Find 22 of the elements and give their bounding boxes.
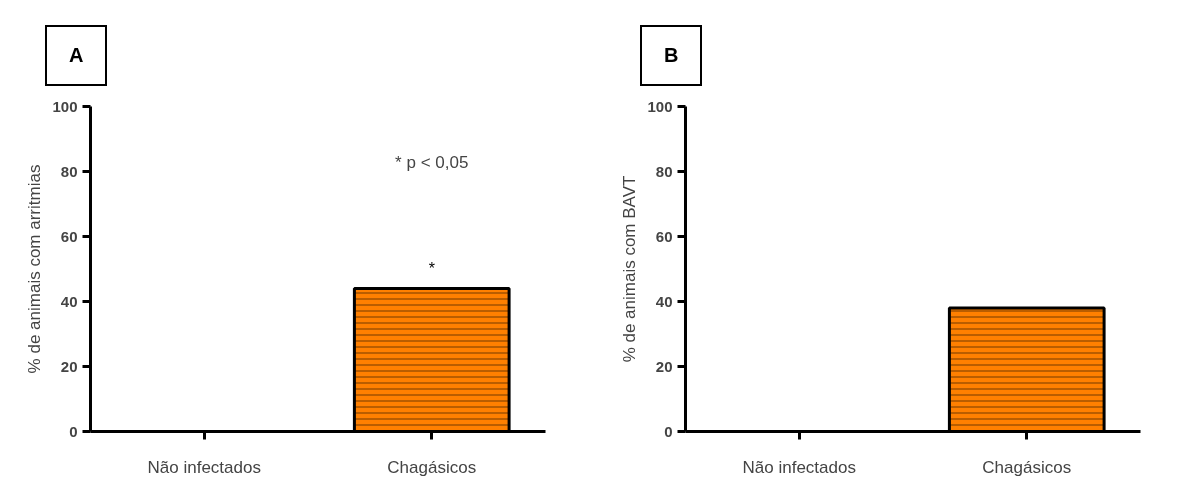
y-tick-label: 20: [60, 357, 78, 375]
y-tick-label: 0: [664, 422, 673, 440]
annotation: *: [428, 259, 435, 277]
y-tick-label: 40: [655, 292, 673, 310]
y-tick-label: 0: [69, 422, 78, 440]
x-tick-label: Não infectados: [742, 457, 856, 477]
y-tick-label: 80: [60, 162, 78, 180]
y-tick-label: 100: [647, 97, 673, 115]
y-tick-label: 20: [655, 357, 673, 375]
y-axis-title: % de animais com BAVT: [620, 175, 640, 362]
y-tick-label: 80: [655, 162, 673, 180]
y-tick-label: 60: [655, 227, 673, 245]
y-tick-label: 60: [60, 227, 78, 245]
annotation: * p < 0,05: [395, 152, 469, 172]
y-axis-title: % de animais com arritmias: [25, 164, 45, 373]
y-tick-label: 40: [60, 292, 78, 310]
x-tick-label: Chagásicos: [982, 457, 1072, 477]
chart-title: A: [69, 43, 84, 68]
x-tick-label: Não infectados: [147, 457, 261, 477]
x-tick-label: Chagásicos: [387, 457, 477, 477]
y-tick-label: 100: [52, 97, 78, 115]
chart-title: B: [664, 43, 679, 68]
